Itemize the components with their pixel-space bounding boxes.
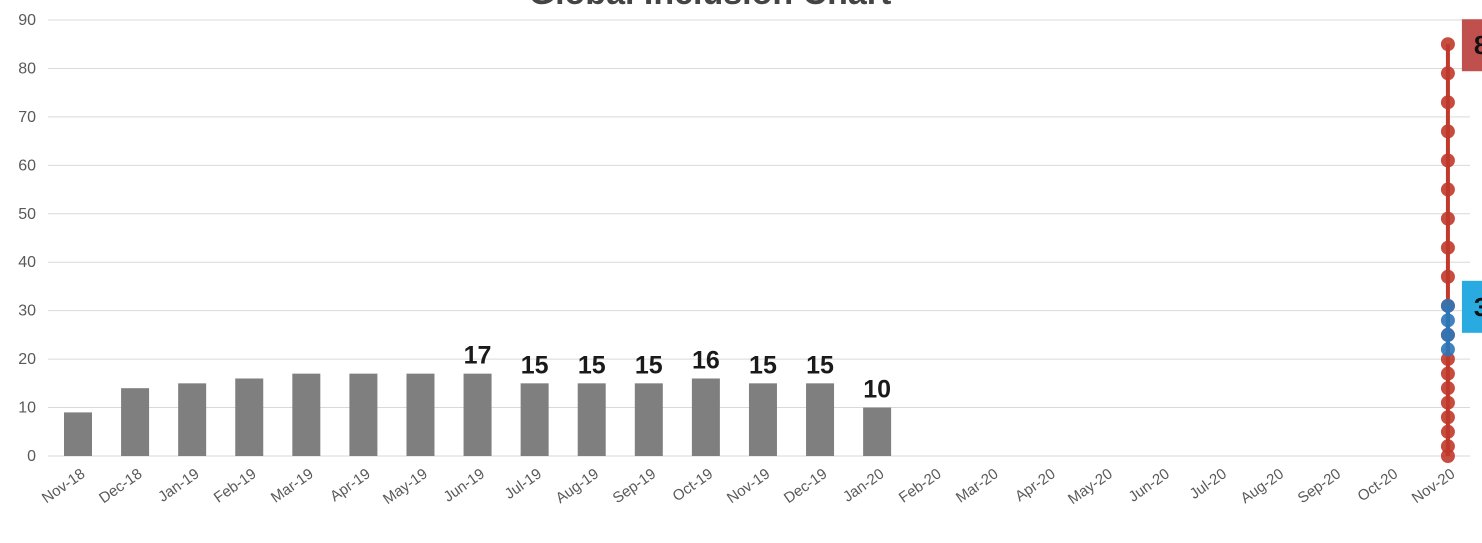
- line-point: [1440, 211, 1455, 226]
- data-label: 17: [464, 342, 492, 370]
- callout-label: 3: [1474, 292, 1482, 322]
- bar: [121, 388, 150, 456]
- gridlines: [48, 19, 1470, 457]
- bar: [863, 407, 892, 456]
- y-axis-ticks: 0 10 20 30 40 50 60 70 80 90: [18, 12, 36, 465]
- line-point: [1440, 37, 1455, 52]
- x-tick-label: Aug-19: [553, 465, 602, 507]
- x-axis-ticks: Nov-18 Dec-18 Jan-19 Feb-19 Mar-19 Apr-19 May-…: [39, 465, 1458, 508]
- bar: [463, 373, 492, 456]
- x-tick-label: May-19: [380, 465, 431, 508]
- bar: [806, 383, 835, 456]
- line-point: [1440, 124, 1455, 139]
- bar-series: [64, 373, 892, 456]
- x-tick-label: Jun-19: [441, 465, 488, 505]
- x-tick-label: Jun-20: [1125, 465, 1172, 505]
- y-tick-label: 90: [18, 12, 36, 29]
- line-point: [1440, 269, 1455, 284]
- line-point: [1440, 439, 1455, 454]
- x-tick-label: Feb-20: [896, 465, 945, 506]
- data-label: 16: [692, 346, 720, 374]
- bar: [748, 383, 777, 456]
- line-point: [1440, 342, 1455, 357]
- x-tick-label: Feb-19: [211, 465, 260, 506]
- line-point: [1440, 381, 1455, 396]
- line-point: [1440, 240, 1455, 255]
- x-tick-label: Oct-19: [670, 465, 717, 505]
- x-tick-label: May-20: [1065, 465, 1116, 508]
- x-tick-label: Dec-19: [781, 465, 830, 507]
- bar: [406, 373, 435, 456]
- line-point: [1440, 410, 1455, 425]
- y-tick-label: 20: [18, 351, 36, 368]
- line-point: [1440, 352, 1455, 367]
- callout-box: [1461, 280, 1482, 333]
- bar: [691, 378, 720, 456]
- data-label: 15: [635, 351, 663, 379]
- x-tick-label: Jan-19: [155, 465, 202, 505]
- y-tick-label: 60: [18, 157, 36, 174]
- x-tick-label: Oct-20: [1355, 465, 1402, 505]
- line-point: [1440, 153, 1455, 168]
- line-point: [1440, 95, 1455, 110]
- callout-box: [1461, 19, 1482, 72]
- y-tick-label: 0: [27, 448, 36, 465]
- x-tick-label: Apr-20: [1012, 465, 1059, 505]
- line-point: [1440, 182, 1455, 197]
- line-point: [1440, 66, 1455, 81]
- line-point: [1440, 366, 1455, 381]
- line-point: [1440, 298, 1455, 313]
- bar: [235, 378, 264, 456]
- data-label: 15: [578, 351, 606, 379]
- x-tick-label: Dec-18: [96, 465, 145, 507]
- y-tick-label: 40: [18, 254, 36, 271]
- line-point: [1440, 395, 1455, 410]
- x-tick-label: Aug-20: [1238, 465, 1287, 507]
- data-label: 15: [806, 351, 834, 379]
- bar: [64, 412, 92, 456]
- x-tick-label: Apr-19: [327, 465, 374, 505]
- data-label: 15: [749, 351, 777, 379]
- y-tick-label: 30: [18, 303, 36, 320]
- x-tick-label: Jul-19: [502, 465, 545, 502]
- line-series: [1440, 37, 1455, 463]
- chart-title: Global Inclusion Chart: [529, 0, 892, 12]
- line-point: [1440, 313, 1455, 328]
- x-tick-label: Nov-18: [39, 465, 88, 507]
- callouts: 83: [1461, 19, 1482, 333]
- x-tick-label: Nov-19: [724, 465, 773, 507]
- x-tick-label: Sep-19: [610, 465, 659, 507]
- y-tick-label: 80: [18, 60, 36, 77]
- x-tick-label: Sep-20: [1295, 465, 1344, 507]
- bar: [349, 373, 378, 456]
- line-point: [1440, 424, 1455, 439]
- bar: [634, 383, 663, 456]
- line-point: [1440, 449, 1455, 463]
- bar: [292, 373, 321, 456]
- bar: [577, 383, 606, 456]
- data-label: 10: [863, 376, 891, 404]
- bar: [178, 383, 207, 456]
- y-tick-label: 10: [18, 400, 36, 417]
- bar: [520, 383, 549, 456]
- y-tick-label: 70: [18, 109, 36, 126]
- callout-label: 8: [1474, 30, 1482, 60]
- y-tick-label: 50: [18, 206, 36, 223]
- x-tick-label: Jan-20: [840, 465, 887, 505]
- data-label: 15: [521, 351, 549, 379]
- line-point: [1440, 327, 1455, 342]
- x-tick-label: Jul-20: [1187, 465, 1230, 502]
- x-tick-label: Mar-20: [953, 465, 1002, 506]
- data-labels: 17 15 15 15 16 15 15 10: [464, 342, 891, 404]
- x-tick-label: Mar-19: [268, 465, 317, 506]
- x-tick-label: Nov-20: [1409, 465, 1458, 507]
